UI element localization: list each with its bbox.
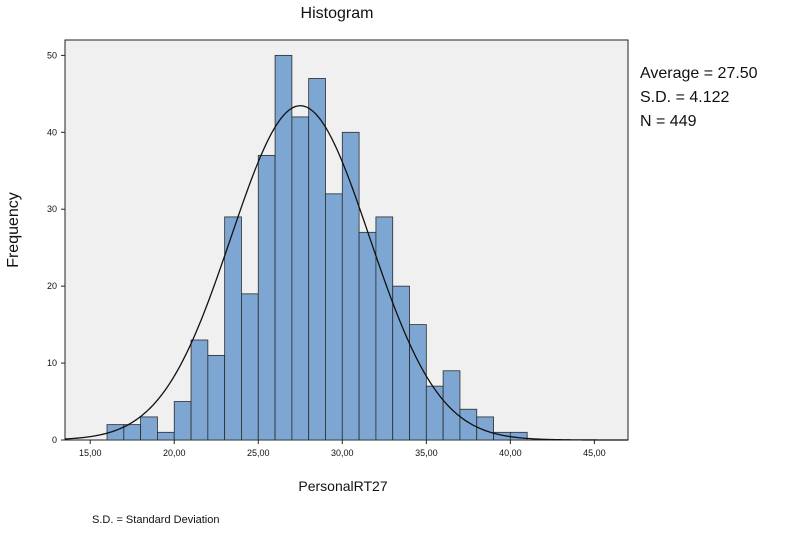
histogram-bar [157, 431, 175, 441]
histogram-bar [173, 401, 192, 441]
histogram-bar [241, 293, 259, 441]
x-tick-label: 35,00 [415, 448, 438, 458]
histogram-bar [375, 216, 394, 441]
histogram-bar [341, 131, 360, 441]
y-tick-label: 10 [47, 358, 57, 368]
y-tick-label: 0 [52, 435, 57, 445]
histogram-bar [291, 116, 310, 441]
x-tick-label: 45,00 [583, 448, 606, 458]
histogram-bar [325, 193, 343, 441]
stat-n: N = 449 [640, 113, 697, 130]
histogram-bar [207, 354, 226, 441]
y-axis-label: Frequency [5, 192, 22, 268]
histogram-bar [459, 408, 478, 441]
normal-curve [64, 105, 629, 441]
histogram-bar [140, 416, 158, 441]
y-tick-label: 50 [47, 50, 57, 60]
x-tick-label: 40,00 [499, 448, 522, 458]
y-tick-label: 30 [47, 204, 57, 214]
y-tick-label: 40 [47, 127, 57, 137]
histogram-bar [425, 385, 444, 441]
histogram-bar [358, 231, 377, 441]
x-axis-label: PersonalRT27 [298, 478, 387, 494]
y-tick-label: 20 [47, 281, 57, 291]
histogram-bar [123, 424, 142, 441]
stats-box: Average = 27.50 S.D. = 4.122 N = 449 [640, 62, 758, 134]
x-tick-label: 15,00 [79, 448, 102, 458]
histogram-bar [476, 416, 494, 441]
x-tick-label: 25,00 [247, 448, 270, 458]
x-tick-label: 30,00 [331, 448, 354, 458]
histogram-bar [190, 339, 209, 441]
histogram-bar [257, 154, 276, 441]
histogram-bar [308, 78, 326, 441]
histogram-bar [274, 54, 293, 441]
x-tick-label: 20,00 [163, 448, 186, 458]
histogram-bar [442, 370, 461, 441]
stat-average: Average = 27.50 [640, 65, 758, 82]
chart-title: Histogram [301, 5, 374, 22]
footnote: S.D. = Standard Deviation [92, 514, 220, 526]
stat-sd: S.D. = 4.122 [640, 89, 730, 106]
histogram-bar [409, 324, 427, 441]
